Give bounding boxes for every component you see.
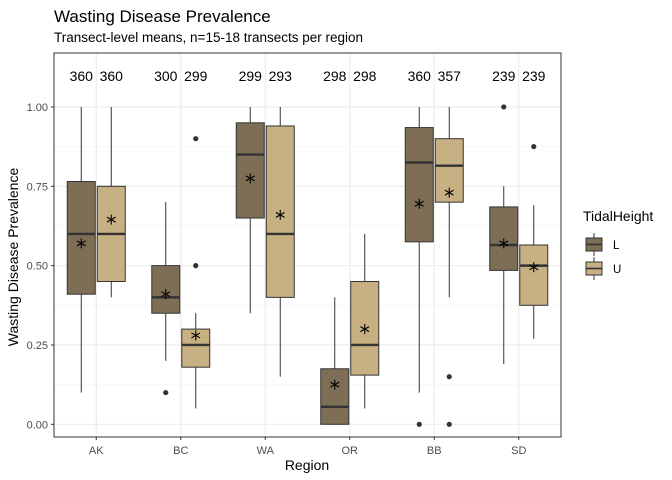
panel-background	[54, 53, 561, 437]
mean-marker	[76, 238, 86, 249]
outlier-point	[531, 144, 537, 150]
count-label: 298	[323, 68, 347, 84]
outlier-point	[163, 389, 169, 396]
legend-title: TidalHeight	[583, 208, 653, 224]
outlier-point	[446, 374, 452, 380]
count-label: 360	[70, 68, 94, 84]
count-label: 360	[408, 68, 432, 84]
box-iqr	[66, 181, 96, 295]
count-label: 357	[438, 68, 462, 84]
y-tick-label: 0.75	[27, 181, 48, 193]
x-tick-label: AK	[89, 445, 104, 457]
x-axis-label: Region	[285, 457, 329, 473]
box-L-BC: 300	[151, 68, 181, 396]
mean-marker	[191, 330, 201, 341]
x-tick-label: BB	[427, 445, 442, 457]
mean-marker	[161, 289, 171, 300]
x-tick-label: WA	[257, 445, 275, 457]
mean-marker	[529, 262, 539, 273]
y-tick-label: 1.00	[27, 102, 48, 114]
x-tick-label: SD	[511, 445, 526, 457]
y-tick-label: 0.00	[27, 419, 48, 431]
box-L-OR: 298	[320, 68, 350, 425]
count-label: 299	[239, 68, 263, 84]
chart-subtitle: Transect-level means, n=15-18 transects …	[54, 30, 363, 45]
count-label: 298	[353, 68, 377, 84]
mean-marker-stroke	[444, 189, 454, 196]
y-axis-label: Wasting Disease Prevalence	[5, 168, 21, 347]
mean-marker	[360, 324, 370, 335]
mean-marker-stroke	[161, 291, 171, 298]
mean-marker-stroke	[191, 332, 201, 339]
mean-marker	[330, 379, 340, 390]
count-label: 360	[100, 68, 124, 84]
legend-key-U	[585, 257, 603, 280]
mean-marker	[245, 173, 255, 184]
legend-label-L: L	[613, 240, 620, 252]
box-iqr	[404, 127, 434, 243]
legend-key-L	[585, 233, 603, 256]
count-label: 300	[154, 68, 178, 84]
box-L-SD: 239	[489, 68, 519, 365]
mean-marker-stroke	[76, 240, 86, 247]
box-iqr	[320, 368, 350, 425]
box-U-SD: 239	[519, 68, 549, 339]
box-L-BB: 360	[404, 68, 434, 427]
outlier-point	[501, 104, 507, 110]
count-label: 239	[492, 68, 516, 84]
mean-marker-stroke	[529, 264, 539, 271]
count-label: 239	[522, 68, 546, 84]
mean-marker-stroke	[330, 381, 340, 388]
mean-marker-stroke	[275, 211, 285, 218]
outlier-point	[193, 136, 199, 142]
mean-marker	[499, 238, 509, 249]
mean-marker-stroke	[360, 326, 370, 333]
mean-marker-stroke	[106, 216, 116, 223]
legend: TidalHeight LU	[583, 208, 653, 280]
outlier-point	[416, 421, 422, 427]
panel-border	[53, 52, 562, 438]
mean-marker	[106, 214, 116, 225]
x-tick-label: BC	[173, 445, 188, 457]
outlier-point	[193, 263, 199, 269]
box-L-AK: 360	[66, 68, 96, 393]
outlier-point	[446, 421, 452, 427]
box-iqr	[519, 244, 549, 306]
x-tick-label: OR	[342, 445, 359, 457]
box-U-AK: 360	[96, 68, 126, 298]
mean-marker-stroke	[414, 200, 424, 207]
mean-marker	[414, 198, 424, 209]
y-tick-label: 0.25	[27, 340, 48, 352]
box-U-WA: 293	[265, 68, 295, 377]
count-label: 293	[269, 68, 293, 84]
box-U-OR: 298	[350, 68, 380, 409]
y-tick-label: 0.50	[27, 261, 48, 273]
mean-marker	[444, 187, 454, 198]
box-L-WA: 299	[235, 68, 265, 314]
chart-title: Wasting Disease Prevalence	[54, 7, 271, 26]
mean-marker-stroke	[499, 240, 509, 247]
box-iqr	[235, 122, 265, 219]
count-label: 299	[184, 68, 208, 84]
mean-marker-stroke	[245, 175, 255, 182]
plot-panel: 360 300 299 298 360 239 360 299 293 298 357 239 0.00…	[27, 52, 562, 457]
box-U-BB: 357	[434, 68, 464, 427]
legend-label-U: U	[613, 264, 621, 276]
box-U-BC: 299	[181, 68, 211, 409]
mean-marker	[275, 209, 285, 220]
